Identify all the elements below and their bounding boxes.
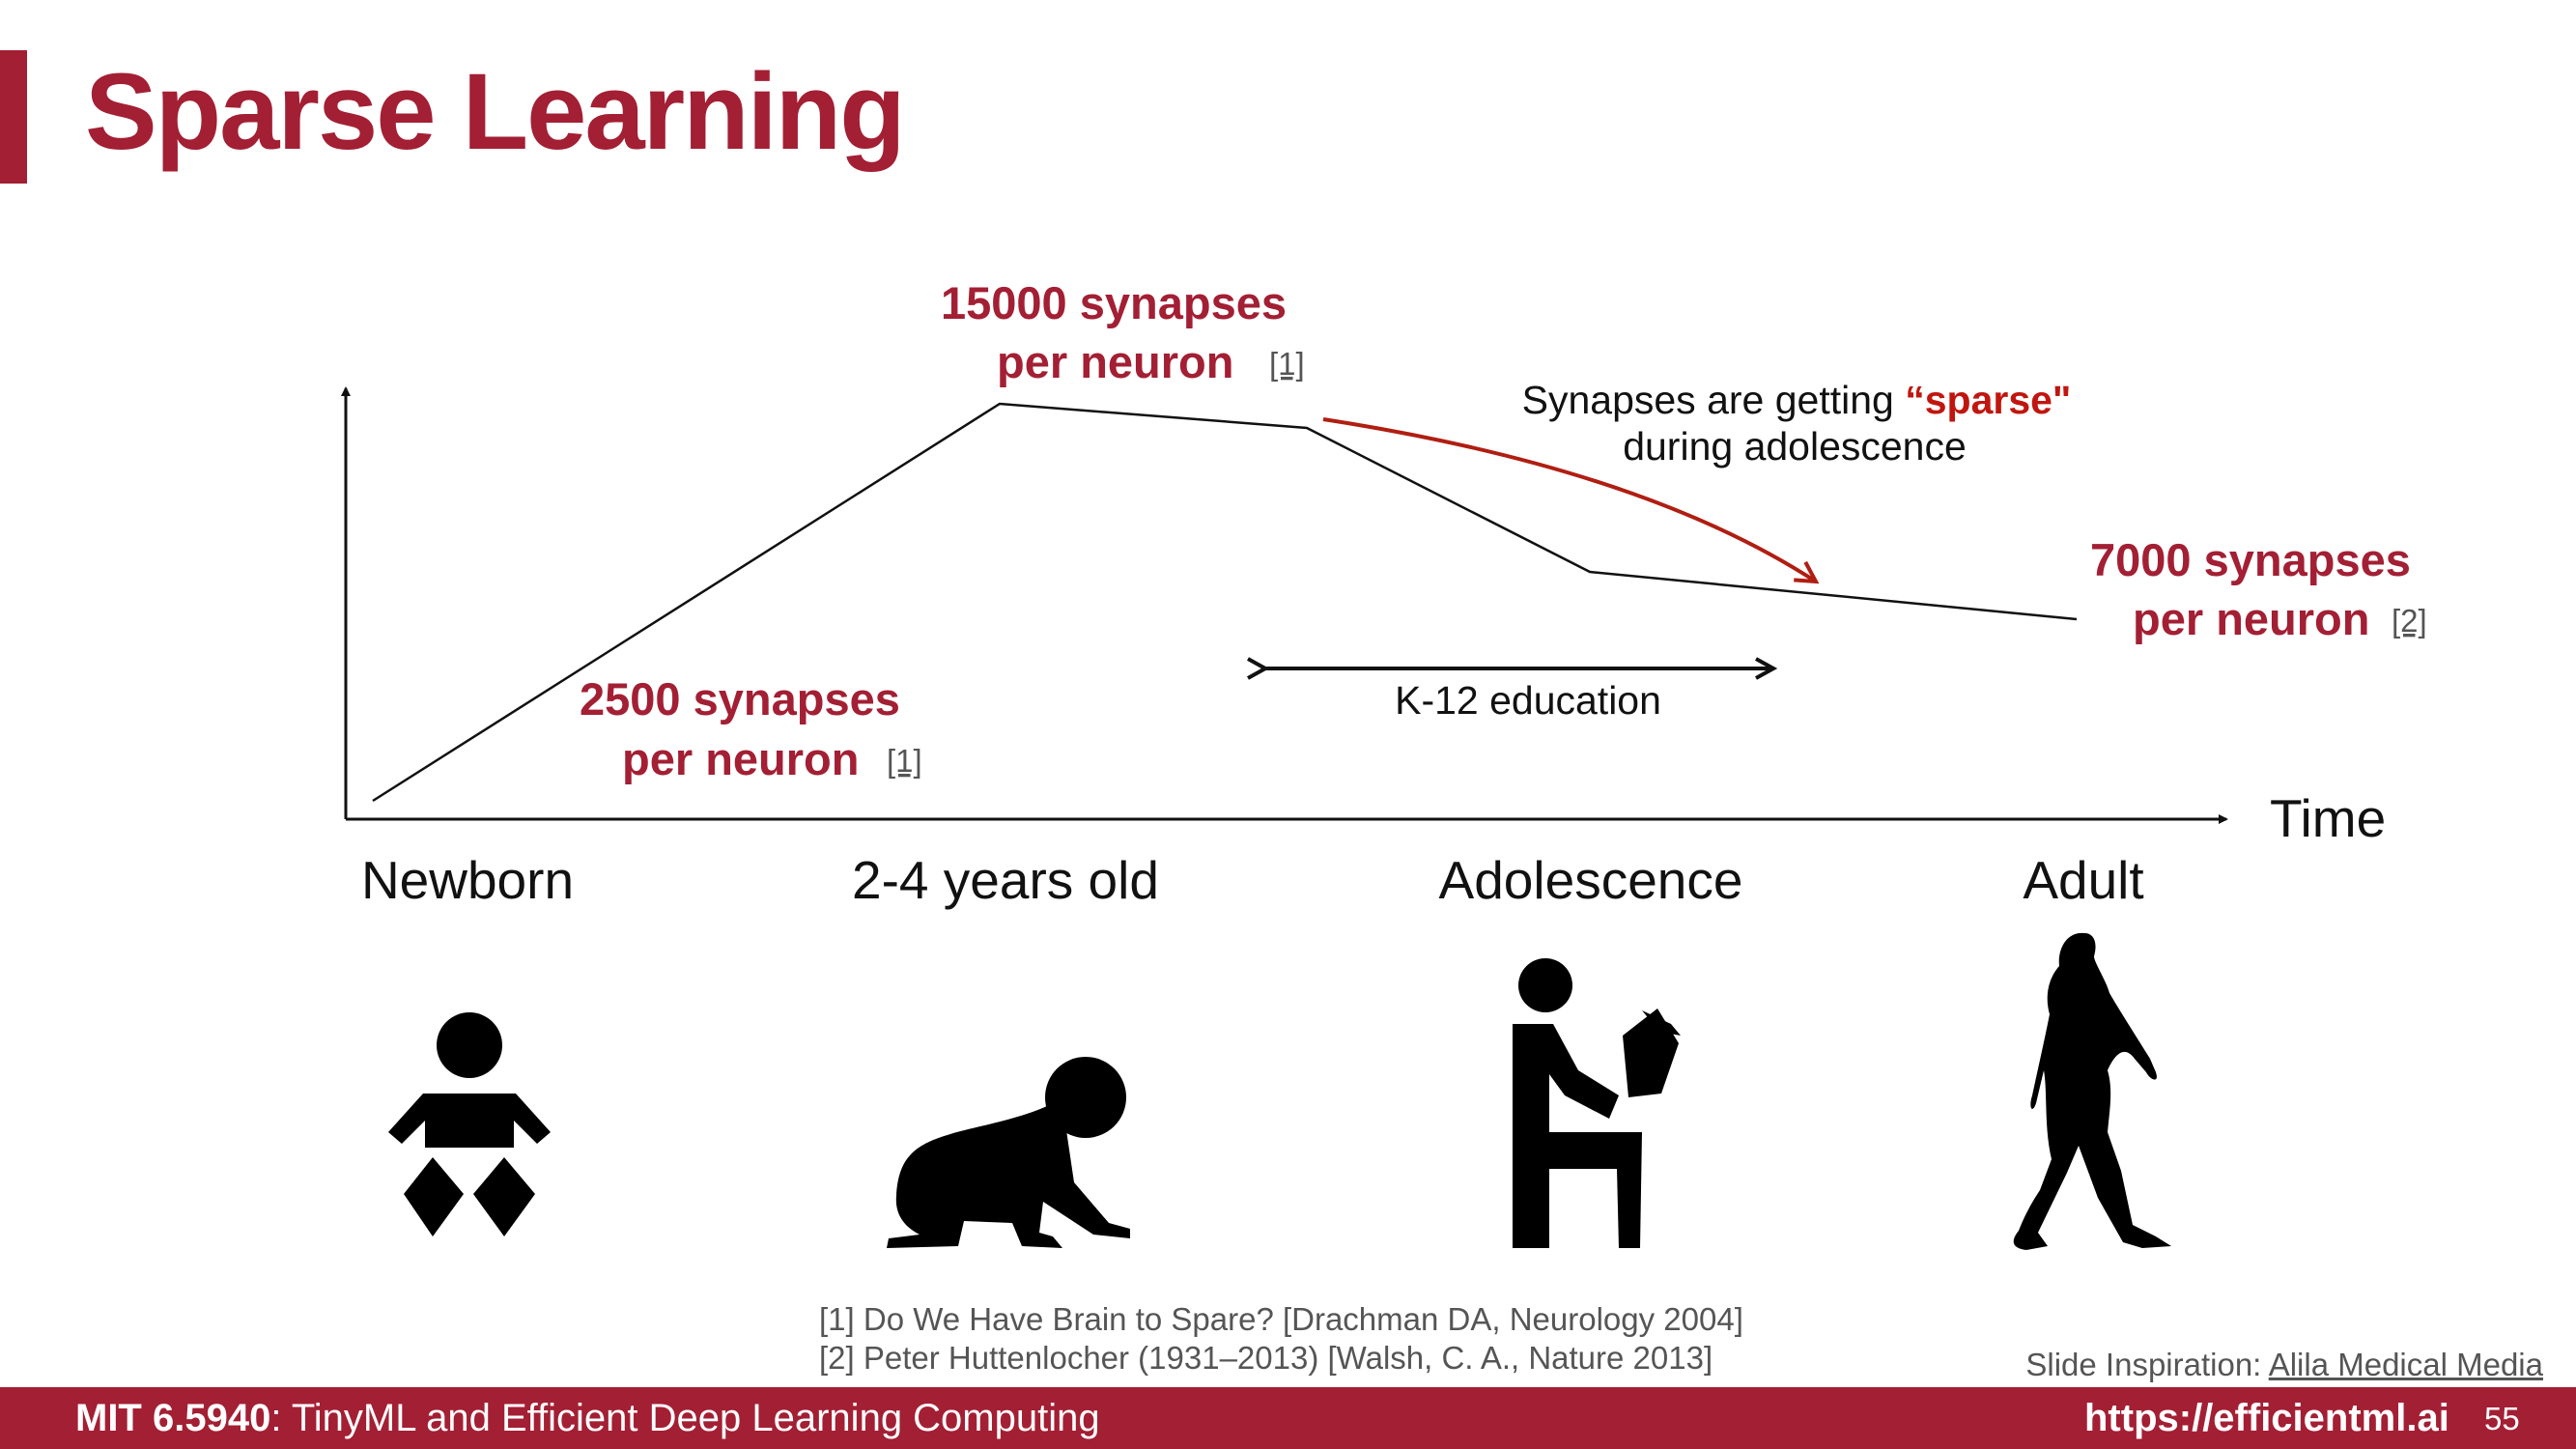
peak-ref-link[interactable]: [1] (1269, 346, 1305, 382)
end-unit-label: per neuron (2133, 593, 2369, 644)
course-name: MIT 6.5940: TinyML and Efficient Deep Le… (75, 1397, 1100, 1440)
course-url[interactable]: https://efficientml.ai (2084, 1397, 2449, 1439)
sparse-arrow (1322, 417, 1816, 582)
walking-woman-icon (2013, 932, 2171, 1250)
slide-inspiration: Slide Inspiration: Alila Medical Media (2025, 1347, 2543, 1383)
x-axis-label: Time (2270, 788, 2386, 848)
course-title: : TinyML and Efficient Deep Learning Com… (270, 1397, 1100, 1439)
crawling-baby-icon (887, 1057, 1130, 1248)
slide-title: Sparse Learning (85, 51, 906, 172)
stage-label-adult: Adult (2023, 850, 2143, 910)
sparse-note-highlight: “sparse" (1905, 378, 2071, 422)
end-value-label: 7000 synapses (2090, 534, 2411, 585)
stage-label-newborn: Newborn (361, 850, 574, 910)
synapse-curve (372, 402, 2078, 803)
inspiration-prefix: Slide Inspiration: (2025, 1347, 2269, 1382)
title-accent-bar (0, 50, 27, 184)
education-label: K-12 education (1395, 678, 1661, 723)
end-ref-link[interactable]: [2] (2392, 603, 2427, 639)
start-unit-label: per neuron (622, 733, 859, 784)
page-number: 55 (2484, 1401, 2520, 1436)
stage-label-adolescence: Adolescence (1439, 850, 1743, 910)
sparse-note-line2: during adolescence (1623, 424, 1967, 469)
start-ref-link[interactable]: [1] (887, 743, 922, 779)
reference-1: [1] Do We Have Brain to Spare? [Drachman… (819, 1301, 1743, 1337)
start-value-label: 2500 synapses (580, 673, 900, 724)
course-code: MIT 6.5940 (75, 1397, 271, 1439)
peak-value-label: 15000 synapses (941, 277, 1287, 328)
inspiration-link[interactable]: Alila Medical Media (2268, 1347, 2543, 1382)
references: [1] Do We Have Brain to Spare? [Drachman… (819, 1300, 1743, 1378)
peak-unit-label: per neuron (997, 336, 1233, 387)
sparse-note: Synapses are getting “sparse" (1522, 378, 2072, 422)
reading-student-icon (1513, 958, 1681, 1248)
stage-label-toddler: 2-4 years old (852, 850, 1159, 910)
footer-bar: MIT 6.5940: TinyML and Efficient Deep Le… (0, 1387, 2576, 1449)
baby-icon (388, 1012, 551, 1236)
reference-2: [2] Peter Huttenlocher (1931–2013) [Wals… (819, 1340, 1713, 1376)
sparse-note-prefix: Synapses are getting (1522, 378, 1906, 422)
